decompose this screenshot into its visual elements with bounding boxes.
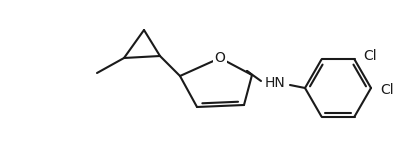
- Text: Cl: Cl: [364, 49, 377, 63]
- Text: O: O: [214, 51, 225, 65]
- Text: HN: HN: [265, 76, 285, 90]
- Text: Cl: Cl: [380, 83, 394, 97]
